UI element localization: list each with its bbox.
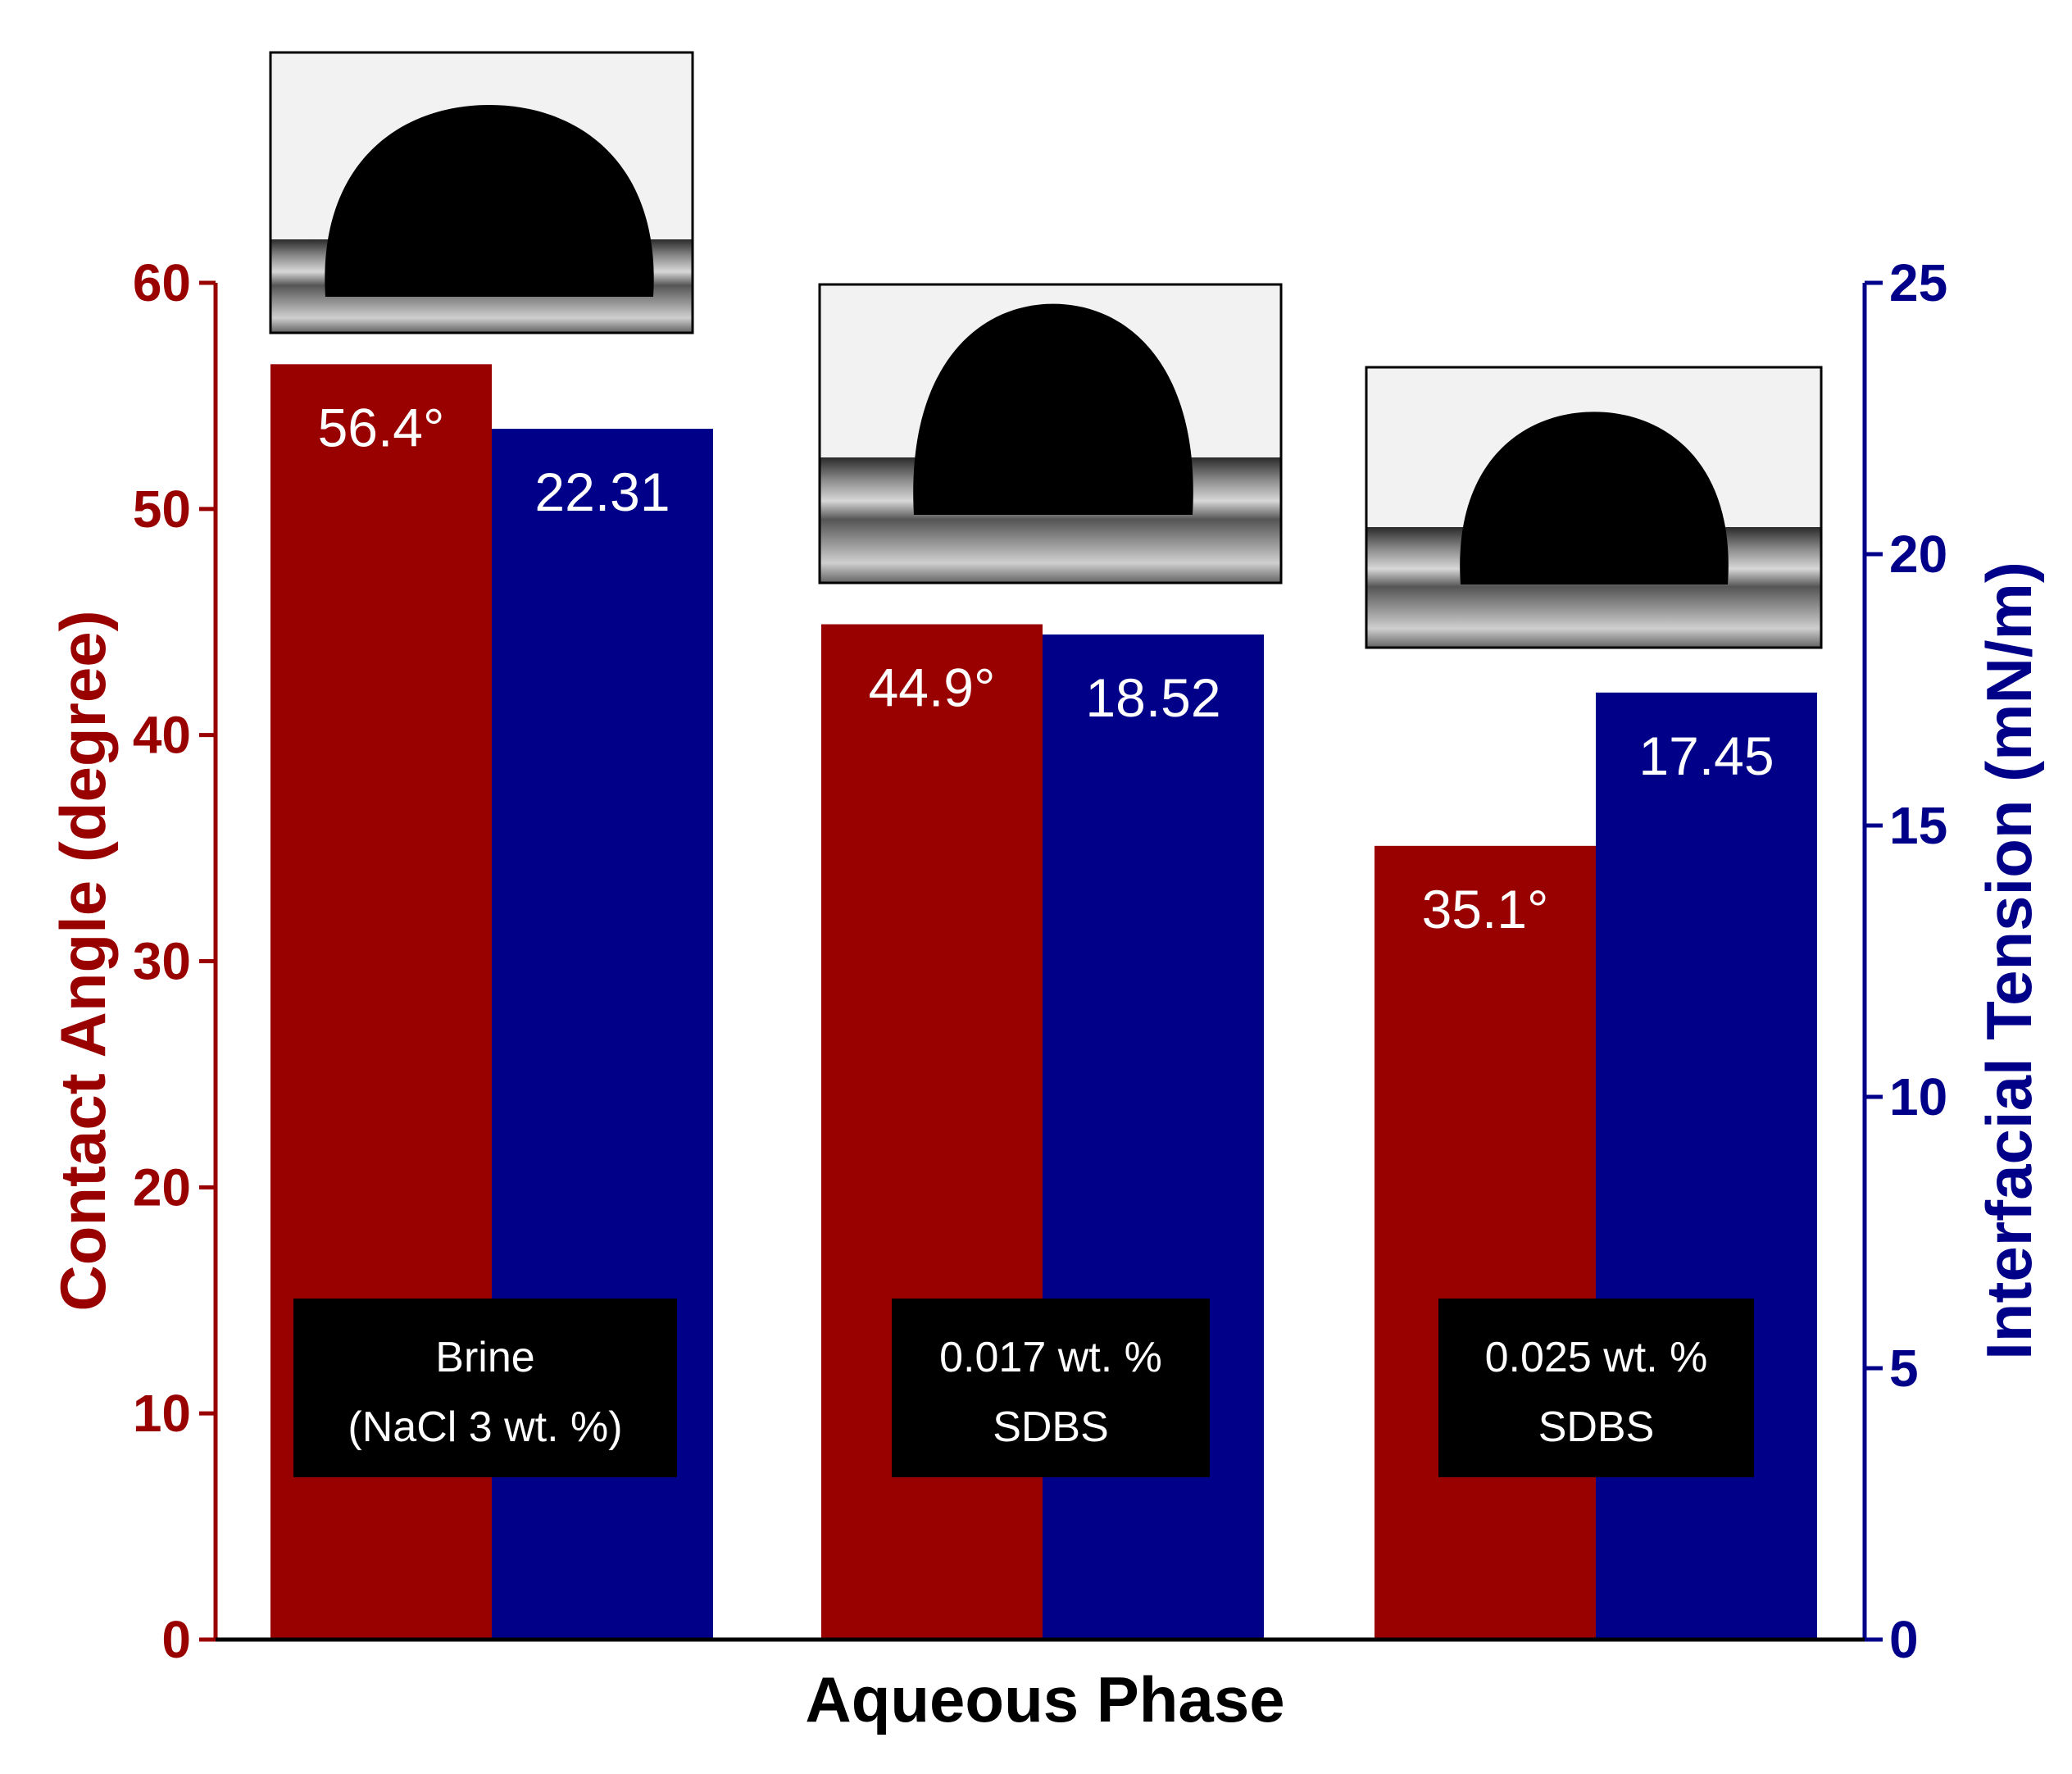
bar-labels-layer: 56.4° 44.9° 35.1° 22.31 18.52 17.45 <box>318 397 1774 939</box>
category-label-line1: 0.025 wt. % <box>1485 1334 1708 1381</box>
droplet-inset-image <box>269 51 694 334</box>
interfacial-tension-value-label: 17.45 <box>1638 726 1774 786</box>
left-tick-label: 40 <box>133 706 191 765</box>
droplet-inset-image <box>1365 366 1823 649</box>
category-label-line2: (NaCl 3 wt. %) <box>348 1403 622 1451</box>
category-label-line1: 0.017 wt. % <box>939 1334 1162 1381</box>
right-tick-label: 20 <box>1889 525 1947 584</box>
left-tick-label: 20 <box>133 1158 191 1217</box>
interfacial-tension-bar <box>1596 692 1817 1640</box>
right-tick-label: 10 <box>1889 1067 1947 1126</box>
ticks-layer: 0 10 20 30 40 50 60 0 5 10 15 20 25 <box>133 253 1947 1669</box>
category-label-line2: SDBS <box>993 1403 1109 1451</box>
right-axis-label: Interfacial Tension (mN/m) <box>1973 562 2045 1360</box>
contact-angle-value-label: 56.4° <box>318 397 445 457</box>
left-axis-label: Contact Angle (degree) <box>47 610 119 1311</box>
contact-angle-value-label: 44.9° <box>869 657 996 718</box>
x-axis-label: Aqueous Phase <box>805 1663 1284 1735</box>
left-tick-label: 50 <box>133 480 191 539</box>
right-tick-label: 15 <box>1889 796 1947 855</box>
contact-angle-value-label: 35.1° <box>1422 879 1549 939</box>
interfacial-tension-value-label: 18.52 <box>1085 667 1220 728</box>
category-label-line2: SDBS <box>1538 1403 1655 1451</box>
left-tick-label: 0 <box>161 1610 191 1669</box>
interfacial-tension-value-label: 22.31 <box>534 462 670 522</box>
left-tick-label: 10 <box>133 1384 191 1443</box>
category-boxes-layer: Brine (NaCl 3 wt. %) 0.017 wt. % SDBS 0.025 … <box>293 1299 1754 1477</box>
droplet-inset-image <box>818 283 1283 585</box>
left-tick-label: 60 <box>133 253 191 312</box>
right-tick-label: 25 <box>1889 253 1947 312</box>
right-tick-label: 0 <box>1889 1610 1919 1669</box>
right-tick-label: 5 <box>1889 1339 1919 1398</box>
contact-angle-bar <box>821 624 1043 1640</box>
contact-angle-bar <box>1375 845 1596 1640</box>
category-label-box <box>1438 1299 1754 1477</box>
interfacial-tension-bar <box>1043 634 1264 1640</box>
category-label-line1: Brine <box>435 1334 534 1381</box>
left-tick-label: 30 <box>133 932 191 991</box>
category-label-box <box>293 1299 677 1477</box>
category-label-box <box>892 1299 1210 1477</box>
inset-images <box>269 51 1823 649</box>
